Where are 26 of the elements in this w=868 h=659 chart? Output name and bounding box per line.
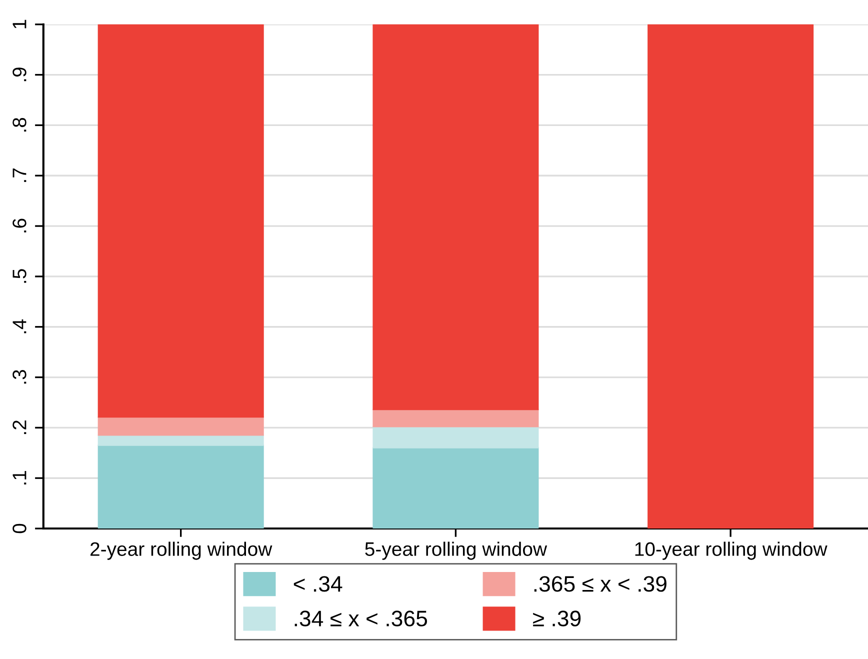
x-tick-label: 2-year rolling window [90,542,272,560]
legend-label: .365 ≤ x < .39 [534,576,666,592]
y-tick-label: .5 [12,269,26,283]
legend-label: ≥ .39 [533,610,581,626]
bar [648,24,814,529]
y-tick-label: .2 [12,420,26,434]
bar [372,447,539,529]
bar [372,426,539,448]
bar [98,24,264,418]
bar [98,416,264,436]
y-tick-label: .7 [12,168,26,182]
y-tick-label: .4 [12,319,26,334]
bar [98,444,264,529]
legend-label: .34 ≤ x < .365 [294,610,427,626]
y-tick-label: .1 [12,470,26,484]
y-tick-label: .8 [12,118,26,132]
y-tick-label: 0 [12,524,26,534]
y-tick-label: .3 [12,370,26,384]
y-tick-label: .6 [12,218,26,232]
x-tick-label: 10-year rolling window [635,542,828,560]
y-tick-label: 1 [12,20,26,28]
bar [372,24,539,410]
legend-label: < .34 [294,576,342,592]
bar [372,408,539,428]
x-tick-label: 5-year rolling window [365,542,548,560]
y-tick-label: .9 [12,68,26,82]
